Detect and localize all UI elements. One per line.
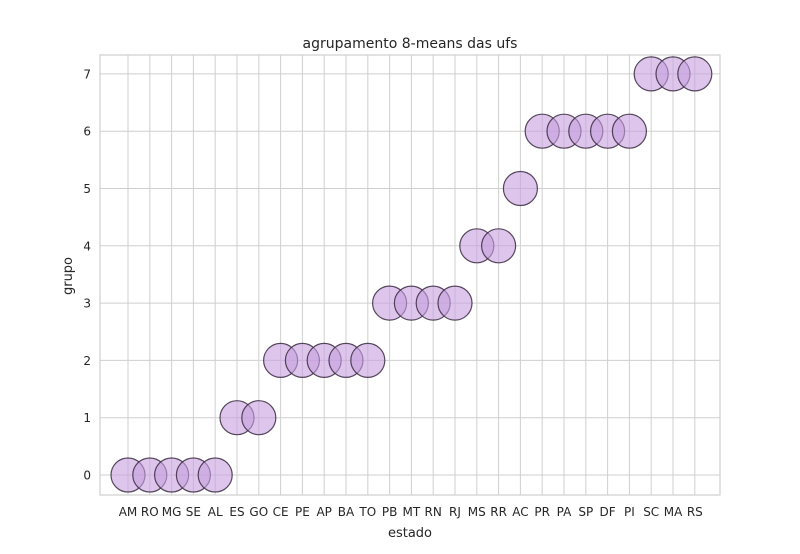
x-tick-label: AP	[316, 505, 331, 519]
x-tick-label: CE	[273, 505, 289, 519]
x-tick-label: AC	[512, 505, 528, 519]
data-point	[481, 228, 517, 264]
y-axis-label: grupo	[61, 257, 76, 295]
x-tick-label: PI	[624, 505, 635, 519]
grid-lines	[100, 55, 720, 495]
x-tick-label: TO	[358, 505, 376, 519]
x-tick-label: RN	[425, 505, 442, 519]
y-tick-label: 1	[83, 411, 91, 425]
data-point	[350, 342, 386, 378]
x-tick-label: SP	[578, 505, 593, 519]
x-tick-label: MT	[403, 505, 421, 519]
x-tick-label: PA	[557, 505, 572, 519]
data-point	[677, 56, 713, 92]
x-tick-label: RO	[141, 505, 159, 519]
x-tick-label: MG	[162, 505, 182, 519]
data-point	[241, 400, 277, 436]
x-tick-label: AL	[208, 505, 223, 519]
data-point	[502, 170, 539, 207]
x-tick-label: RJ	[449, 505, 461, 519]
x-tick-label: MS	[468, 505, 486, 519]
data-points	[110, 56, 713, 493]
y-tick-label: 5	[83, 182, 91, 196]
x-tick-label: DF	[600, 505, 616, 519]
x-tick-label: SC	[643, 505, 659, 519]
y-tick-label: 3	[83, 297, 91, 311]
data-point	[197, 457, 233, 493]
x-axis-label: estado	[388, 526, 432, 541]
y-tick-label: 4	[83, 239, 91, 253]
y-tick-labels: 0 1 2 3 4 5 6 7	[83, 67, 91, 482]
x-tick-label: AM	[119, 505, 138, 519]
x-tick-label: GO	[249, 505, 268, 519]
data-point	[611, 113, 648, 149]
chart-title: agrupamento 8-means das ufs	[303, 36, 518, 52]
x-tick-label: PR	[534, 505, 550, 519]
y-tick-label: 7	[83, 67, 91, 81]
x-tick-label: PB	[382, 505, 397, 519]
x-tick-label: SE	[186, 505, 201, 519]
x-tick-label: MA	[664, 505, 683, 519]
y-tick-label: 6	[83, 125, 91, 139]
y-tick-label: 2	[83, 354, 91, 368]
y-tick-label: 0	[83, 469, 91, 483]
plot-frame	[99, 54, 721, 496]
data-point	[437, 285, 473, 321]
x-tick-labels: AM RO MG SE AL ES GO CE PE AP BA TO PB MT RN RJ MS RR AC PR…	[119, 505, 703, 519]
x-tick-label: ES	[229, 505, 244, 519]
x-tick-label: BA	[338, 505, 355, 519]
x-tick-label: RS	[687, 505, 703, 519]
x-tick-label: RR	[490, 505, 507, 519]
x-tick-label: PE	[295, 505, 310, 519]
